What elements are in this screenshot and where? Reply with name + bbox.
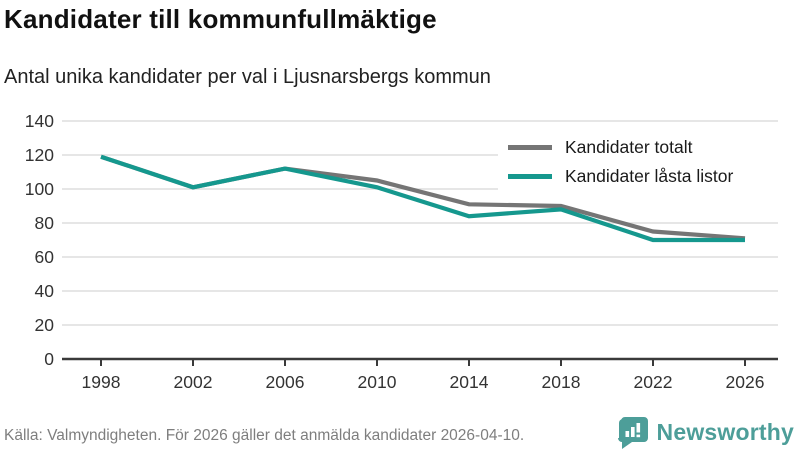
source-note: Källa: Valmyndigheten. För 2026 gäller d…	[4, 427, 525, 444]
svg-text:20: 20	[35, 315, 55, 335]
legend-item-total: Kandidater totalt	[508, 136, 776, 158]
legend-label-locked-lists: Kandidater låsta listor	[565, 165, 734, 186]
line-chart-canvas: 0 20 40 60 80 100 120 140 1998 2002 2006 2010 2014 20…	[25, 111, 778, 392]
chart-title: Kandidater till kommunfullmäktige	[4, 4, 437, 34]
svg-text:2026: 2026	[726, 372, 765, 392]
svg-text:2018: 2018	[542, 372, 581, 392]
svg-text:120: 120	[25, 145, 54, 165]
chart-subtitle: Antal unika kandidater per val i Ljusnar…	[4, 66, 491, 88]
svg-text:40: 40	[35, 281, 55, 301]
legend-swatch-total-line	[508, 144, 552, 150]
newsworthy-wordmark: Newsworthy	[656, 419, 794, 445]
svg-text:140: 140	[25, 111, 54, 131]
svg-text:2006: 2006	[266, 372, 305, 392]
svg-text:2014: 2014	[450, 372, 489, 392]
svg-text:60: 60	[35, 247, 55, 267]
legend-swatch-locked-line	[508, 173, 552, 179]
svg-text:2022: 2022	[634, 372, 673, 392]
bar-chart-speech-bubble-icon	[617, 417, 648, 449]
line-chart: 0 20 40 60 80 100 120 140 1998 2002 2006 2010 2014 20…	[0, 105, 800, 405]
legend-label-total: Kandidater totalt	[565, 136, 693, 157]
newsworthy-logo: Newsworthy	[617, 416, 794, 449]
svg-text:100: 100	[25, 179, 54, 199]
svg-text:2002: 2002	[174, 372, 213, 392]
legend: Kandidater totalt Kandidater låsta listo…	[498, 131, 784, 194]
svg-text:0: 0	[44, 349, 54, 369]
svg-text:80: 80	[35, 213, 55, 233]
svg-text:1998: 1998	[82, 372, 121, 392]
legend-item-locked-lists: Kandidater låsta listor	[508, 165, 776, 187]
svg-text:2010: 2010	[358, 372, 397, 392]
